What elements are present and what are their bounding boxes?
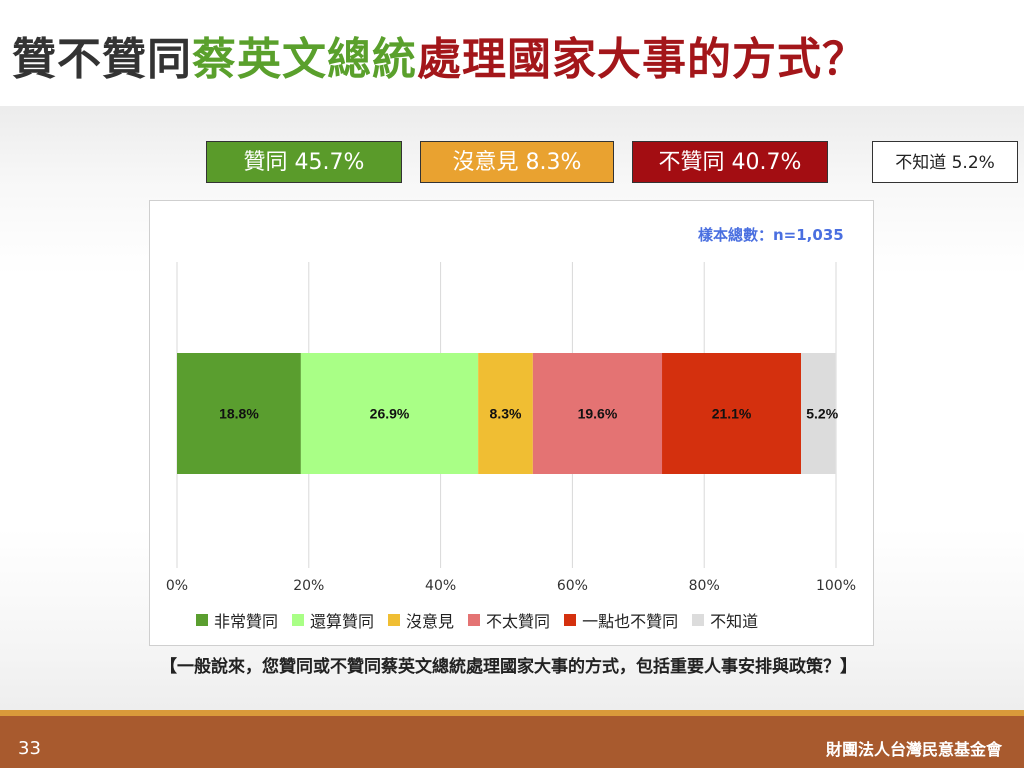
bar-segment [532,353,663,474]
summary-dont-know-box: 不知道 5.2% [872,141,1018,183]
legend-swatch [692,614,705,626]
data-label: 8.3% [490,406,522,422]
sample-size-label: 樣本總數：n=1,035 [698,226,844,244]
legend-label: 非常贊同 [214,612,279,631]
summary-agree-box: 贊同 45.7% [206,141,402,183]
organization-name: 財團法人台灣民意基金會 [825,740,1002,759]
x-tick-label: 20% [293,578,324,594]
bar-segment [662,353,802,474]
legend-item: 不太贊同 [468,608,550,632]
x-tick-label: 100% [816,578,856,594]
data-label: 21.1% [712,406,752,422]
stacked-bar-chart: 0% 20% 40% 60% 80% 100% 18.8% 26.9% 8.3% 19.6% 21.… [166,262,856,594]
legend-item: 不知道 [692,608,758,632]
x-tick-label: 0% [166,578,188,594]
x-tick-label: 80% [689,578,720,594]
legend-swatch [196,614,208,626]
data-label: 26.9% [370,406,410,422]
chart-legend: 非常贊同 還算贊同 沒意見 不太贊同 一點也不贊同 不知道 [196,609,758,631]
legend-label: 一點也不贊同 [582,612,679,631]
legend-item: 一點也不贊同 [564,608,678,632]
bar-segment [177,353,301,474]
summary-disagree-box: 不贊同 40.7% [632,141,828,183]
title-part-3: 處理國家大事的方式？ [417,34,867,85]
legend-label: 不太贊同 [486,612,551,631]
legend-label: 沒意見 [406,612,455,631]
legend-swatch [388,614,401,626]
legend-label: 不知道 [710,612,759,631]
bar-segment [478,353,533,474]
bar-segment [801,353,836,474]
survey-question: 【一般說來，您贊同或不贊同蔡英文總統處理國家大事的方式，包括重要人事安排與政策？… [160,657,857,677]
data-label: 18.8% [219,406,259,422]
footer-bar: 33 財團法人台灣民意基金會 [0,710,1024,768]
page-number: 33 [18,738,41,759]
summary-no-opinion-box: 沒意見 8.3% [420,141,614,183]
legend-item: 非常贊同 [196,608,278,632]
data-label: 5.2% [806,406,838,422]
title-part-1: 贊不贊同 [12,34,192,85]
legend-item: 還算贊同 [292,608,374,632]
legend-swatch [564,614,577,626]
legend-label: 還算贊同 [310,612,375,631]
legend-swatch [468,614,481,626]
x-tick-label: 60% [557,578,588,594]
legend-item: 沒意見 [388,608,454,632]
title-part-2: 蔡英文總統 [192,34,417,85]
bar-segment [300,353,479,474]
page-title: 贊不贊同蔡英文總統處理國家大事的方式？ [12,30,867,90]
legend-swatch [292,614,305,626]
x-tick-label: 40% [425,578,456,594]
data-label: 19.6% [578,406,618,422]
